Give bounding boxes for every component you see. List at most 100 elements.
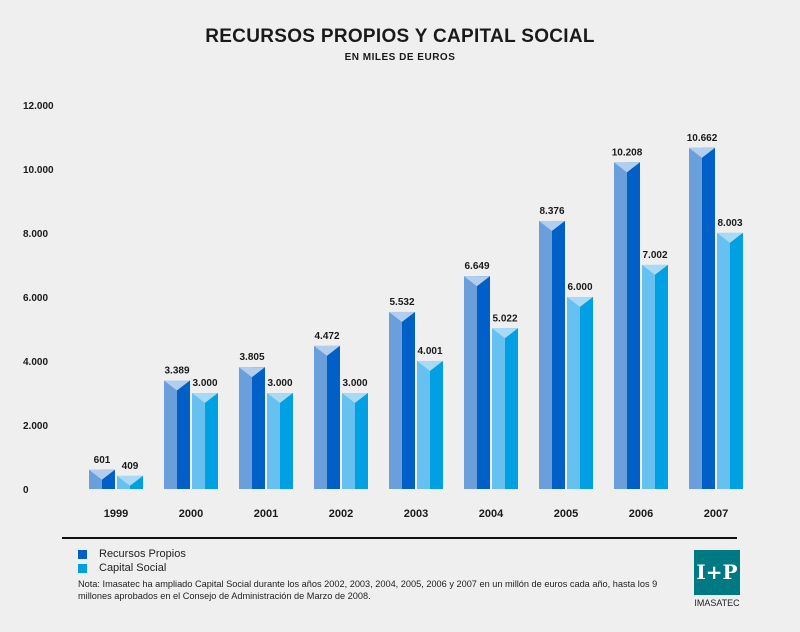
data-label: 4.472 — [314, 331, 339, 342]
bar-right-face — [730, 232, 743, 490]
bar-right-face — [327, 345, 340, 489]
bar-cap-shade — [580, 297, 593, 307]
legend-swatch-icon — [78, 563, 87, 573]
x-tick-label: 2002 — [329, 508, 353, 520]
bar-cap-shade — [552, 220, 565, 231]
bar-cap — [164, 380, 190, 391]
data-label: 601 — [94, 455, 111, 466]
bar-cap-shade — [655, 264, 668, 275]
legend-item-recursos-propios: Recursos Propios — [78, 548, 186, 560]
bar-cap — [567, 297, 593, 307]
x-tick-label: 2007 — [704, 508, 728, 520]
bar-cap-shade — [402, 311, 415, 322]
data-label: 5.022 — [492, 313, 517, 324]
legend-swatch-icon — [78, 549, 87, 559]
data-label: 10.662 — [687, 133, 718, 144]
y-tick-label: 12.000 — [23, 101, 54, 112]
bar-cap — [117, 475, 143, 486]
bar-right-face — [402, 311, 415, 489]
data-label: 3.389 — [164, 366, 189, 377]
bar-cap-shade — [702, 147, 715, 158]
bar-right-face — [477, 276, 490, 489]
bar-cap — [314, 345, 340, 356]
bar-right-face — [580, 297, 593, 489]
bar-right-face — [655, 264, 668, 489]
bar-cap-shade — [280, 393, 293, 403]
data-label: 8.376 — [539, 206, 564, 217]
bar-left-face — [314, 345, 327, 489]
bar-left-face — [389, 311, 402, 489]
data-label: 7.002 — [642, 250, 667, 261]
bar-cap-shade — [130, 475, 143, 486]
bar-right-face — [252, 367, 265, 489]
data-label: 3.000 — [342, 378, 367, 389]
x-tick-label: 2000 — [179, 508, 203, 520]
data-label: 409 — [122, 461, 139, 472]
chart-subtitle: EN MILES DE EUROS — [344, 52, 456, 63]
bar-cap-shade — [102, 469, 115, 480]
bar-left-face — [567, 297, 580, 489]
bar-cap — [417, 360, 443, 371]
x-tick-label: 2005 — [554, 508, 578, 520]
bar-right-face — [280, 393, 293, 489]
bar-left-face — [492, 328, 505, 489]
bar-left-face — [539, 220, 552, 489]
logo-text: IMASATEC — [694, 598, 740, 608]
bar-left-face — [267, 393, 280, 489]
bar-left-face — [614, 162, 627, 489]
bar-cap-shade — [327, 345, 340, 356]
x-tick-label: 2001 — [254, 508, 278, 520]
bar-cap-shade — [205, 393, 218, 403]
bar-cap — [539, 220, 565, 231]
data-label: 3.805 — [239, 352, 264, 363]
bar-cap-shade — [177, 380, 190, 391]
y-tick-label: 2.000 — [23, 421, 48, 432]
x-tick-label: 2006 — [629, 508, 653, 520]
data-label: 3.000 — [267, 378, 292, 389]
logo-mark-icon: I+P — [694, 550, 740, 595]
imasatec-logo: I+P IMASATEC — [694, 550, 740, 608]
bar-cap-shade — [430, 360, 443, 371]
bar-cap — [717, 232, 743, 243]
bar-cap — [192, 393, 218, 403]
y-tick-label: 0 — [23, 485, 29, 496]
data-label: 6.649 — [464, 261, 489, 272]
x-tick-label: 2004 — [479, 508, 504, 520]
bar-left-face — [717, 232, 730, 490]
y-tick-label: 10.000 — [23, 165, 54, 176]
bar-left-face — [192, 393, 205, 489]
bar-cap-shade — [730, 232, 743, 243]
bar-cap-shade — [627, 162, 640, 173]
bar-cap-shade — [505, 328, 518, 339]
bar-right-face — [430, 360, 443, 489]
bar-left-face — [342, 393, 355, 489]
legend-label: Capital Social — [99, 562, 167, 574]
bar-left-face — [642, 264, 655, 489]
x-tick-label: 1999 — [104, 508, 128, 520]
bar-cap — [89, 469, 115, 480]
bar-cap — [614, 162, 640, 173]
data-label: 4.001 — [417, 346, 442, 357]
bar-chart: 0 2.000 4.000 6.000 8.000 10.000 12.000 601 409 1… — [23, 101, 743, 520]
chart-title: RECURSOS PROPIOS Y CAPITAL SOCIAL — [205, 26, 595, 47]
legend-label: Recursos Propios — [99, 548, 186, 560]
bar-cap — [239, 367, 265, 378]
data-label: 5.532 — [389, 297, 414, 308]
y-tick-label: 8.000 — [23, 229, 48, 240]
bar-right-face — [177, 380, 190, 489]
bar-cap — [267, 393, 293, 403]
bar-cap — [689, 147, 715, 158]
bar-right-face — [702, 147, 715, 490]
bar-cap-shade — [355, 393, 368, 403]
legend-item-capital-social: Capital Social — [78, 562, 166, 574]
divider — [62, 537, 737, 539]
bar-left-face — [464, 276, 477, 489]
y-tick-label: 4.000 — [23, 357, 48, 368]
bar-left-face — [417, 360, 430, 489]
bar-cap-shade — [477, 276, 490, 287]
bar-cap — [389, 311, 415, 322]
bar-right-face — [355, 393, 368, 489]
x-tick-label: 2003 — [404, 508, 428, 520]
bar-cap-shade — [252, 367, 265, 378]
data-label: 8.003 — [717, 218, 742, 229]
